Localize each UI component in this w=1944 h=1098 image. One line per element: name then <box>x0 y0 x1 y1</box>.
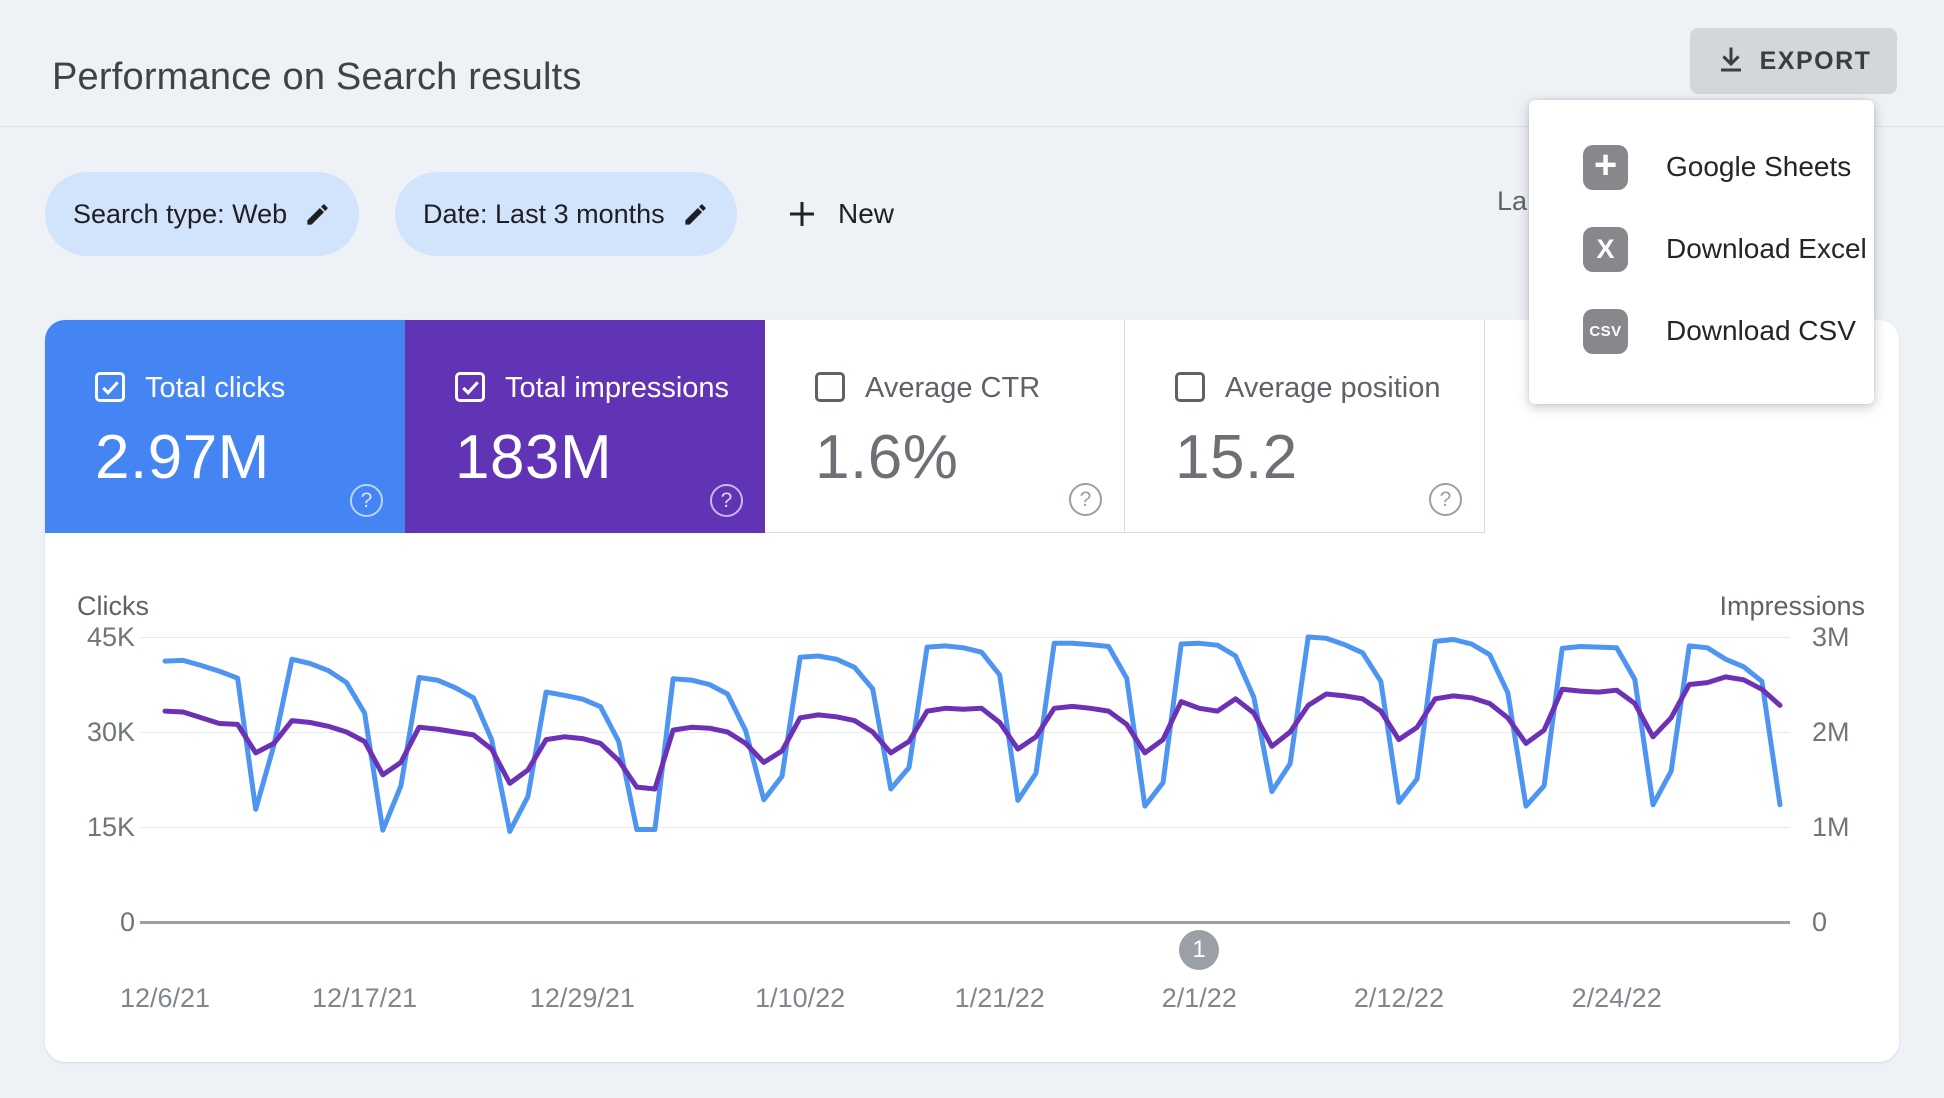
x-axis-label: 1/10/22 <box>755 983 846 1013</box>
x-axis-label: 2/1/22 <box>1161 983 1237 1013</box>
date-filter-chip[interactable]: Date: Last 3 months <box>395 172 737 256</box>
chart-gridline <box>140 637 1790 638</box>
pagination-page-1[interactable]: 1 <box>1179 930 1219 970</box>
metric-value: 1.6% <box>815 423 959 492</box>
right-axis-tick: 0 <box>1812 907 1828 937</box>
menu-item-download-csv[interactable]: CSV Download CSV <box>1529 290 1874 372</box>
date-filter-chip-label: Date: Last 3 months <box>423 198 665 229</box>
x-axis-label: 12/6/21 <box>119 983 211 1013</box>
x-axis-label: 2/12/22 <box>1353 983 1444 1013</box>
search-type-chip-label: Search type: Web <box>73 198 288 229</box>
plus-icon <box>790 202 814 226</box>
right-axis-tick: 3M <box>1812 622 1850 652</box>
left-axis-title: Clicks <box>77 591 149 621</box>
right-axis-tick: 2M <box>1812 717 1850 747</box>
left-axis-tick: 45K <box>86 622 135 652</box>
search-type-chip[interactable]: Search type: Web <box>45 172 360 256</box>
header-divider <box>0 126 1944 127</box>
left-axis-tick: 0 <box>119 907 135 937</box>
average-position-checkbox[interactable] <box>1175 372 1205 402</box>
metric-value: 183M <box>455 423 613 492</box>
new-filter-label: New <box>838 198 895 229</box>
metric-label: Average position <box>1225 372 1441 404</box>
help-icon[interactable]: ? <box>1429 483 1462 516</box>
menu-item-label: Google Sheets <box>1666 151 1852 182</box>
checkmark-icon <box>102 381 119 395</box>
right-axis-tick: 1M <box>1812 812 1850 842</box>
performance-card: Total clicks 2.97M ? Total impressions 1… <box>45 320 1899 1062</box>
export-dropdown-menu: + Google Sheets X Download Excel CSV Dow… <box>1529 100 1874 404</box>
left-axis-tick: 15K <box>86 812 135 842</box>
clicks-line <box>162 634 1783 834</box>
help-icon[interactable]: ? <box>1069 483 1102 516</box>
x-axis-label: 2/24/22 <box>1571 983 1662 1013</box>
total-impressions-checkbox[interactable] <box>455 372 485 402</box>
metric-tile-average-ctr[interactable]: Average CTR 1.6% ? <box>765 320 1125 533</box>
menu-item-google-sheets[interactable]: + Google Sheets <box>1529 126 1874 208</box>
export-label: EXPORT <box>1759 46 1872 75</box>
help-icon[interactable]: ? <box>710 484 743 517</box>
time-series-chart <box>162 634 1783 834</box>
impressions-line <box>162 674 1783 792</box>
chart-gridline <box>140 732 1790 733</box>
metric-value: 2.97M <box>95 423 270 492</box>
download-icon <box>1720 47 1741 72</box>
last-updated-text-clipped: La <box>1497 186 1528 216</box>
metric-tile-average-position[interactable]: Average position 15.2 ? <box>1125 320 1485 533</box>
x-axis-label: 12/29/21 <box>529 983 635 1013</box>
edit-pencil-icon <box>307 203 328 225</box>
csv-icon: CSV <box>1583 308 1628 354</box>
metric-value: 15.2 <box>1175 423 1298 492</box>
chart-gridline <box>140 827 1790 828</box>
edit-pencil-icon <box>685 203 706 225</box>
google-sheets-icon: + <box>1583 144 1628 190</box>
help-icon[interactable]: ? <box>350 484 383 517</box>
metric-label: Total clicks <box>145 372 286 404</box>
metric-label: Total impressions <box>505 372 730 404</box>
new-filter-button[interactable]: New <box>786 172 894 256</box>
excel-icon: X <box>1583 226 1628 272</box>
x-axis-label: 1/21/22 <box>954 983 1045 1013</box>
total-clicks-checkbox[interactable] <box>95 372 125 402</box>
left-axis-tick: 30K <box>86 717 135 747</box>
checkmark-icon <box>462 381 479 395</box>
metric-label: Average CTR <box>865 372 1041 404</box>
menu-item-label: Download Excel <box>1666 233 1867 264</box>
menu-item-label: Download CSV <box>1666 315 1856 346</box>
menu-item-download-excel[interactable]: X Download Excel <box>1529 208 1874 290</box>
export-button[interactable]: EXPORT <box>1690 28 1897 94</box>
metric-tile-total-impressions[interactable]: Total impressions 183M ? <box>405 320 765 533</box>
page-title: Performance on Search results <box>52 56 582 98</box>
chart-zero-axis-line <box>140 921 1790 924</box>
metric-tile-total-clicks[interactable]: Total clicks 2.97M ? <box>45 320 405 533</box>
right-axis-title: Impressions <box>1719 591 1865 621</box>
x-axis-label: 12/17/21 <box>312 983 418 1013</box>
average-ctr-checkbox[interactable] <box>815 372 845 402</box>
